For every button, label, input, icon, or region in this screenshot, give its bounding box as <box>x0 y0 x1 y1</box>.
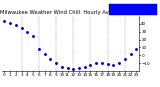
Point <box>95 63 97 64</box>
Point <box>32 35 34 36</box>
Point <box>26 31 29 32</box>
Point <box>72 68 75 70</box>
Point <box>101 62 103 63</box>
Point <box>38 48 40 50</box>
Point <box>84 66 86 67</box>
Point <box>15 25 17 26</box>
Point <box>55 63 57 64</box>
Point <box>60 66 63 67</box>
Point <box>124 59 126 60</box>
Point <box>66 67 69 69</box>
Point <box>49 59 52 60</box>
Point <box>112 64 115 66</box>
Point <box>89 64 92 66</box>
Point <box>118 63 120 64</box>
Point <box>20 27 23 28</box>
Point <box>135 48 138 50</box>
Point <box>106 64 109 65</box>
Point <box>9 22 12 23</box>
Point <box>43 53 46 55</box>
Point <box>3 21 6 22</box>
Text: Milwaukee Weather Wind Chill  Hourly Average  (24 Hours): Milwaukee Weather Wind Chill Hourly Aver… <box>0 10 156 15</box>
Point <box>78 67 80 69</box>
Point <box>129 53 132 55</box>
